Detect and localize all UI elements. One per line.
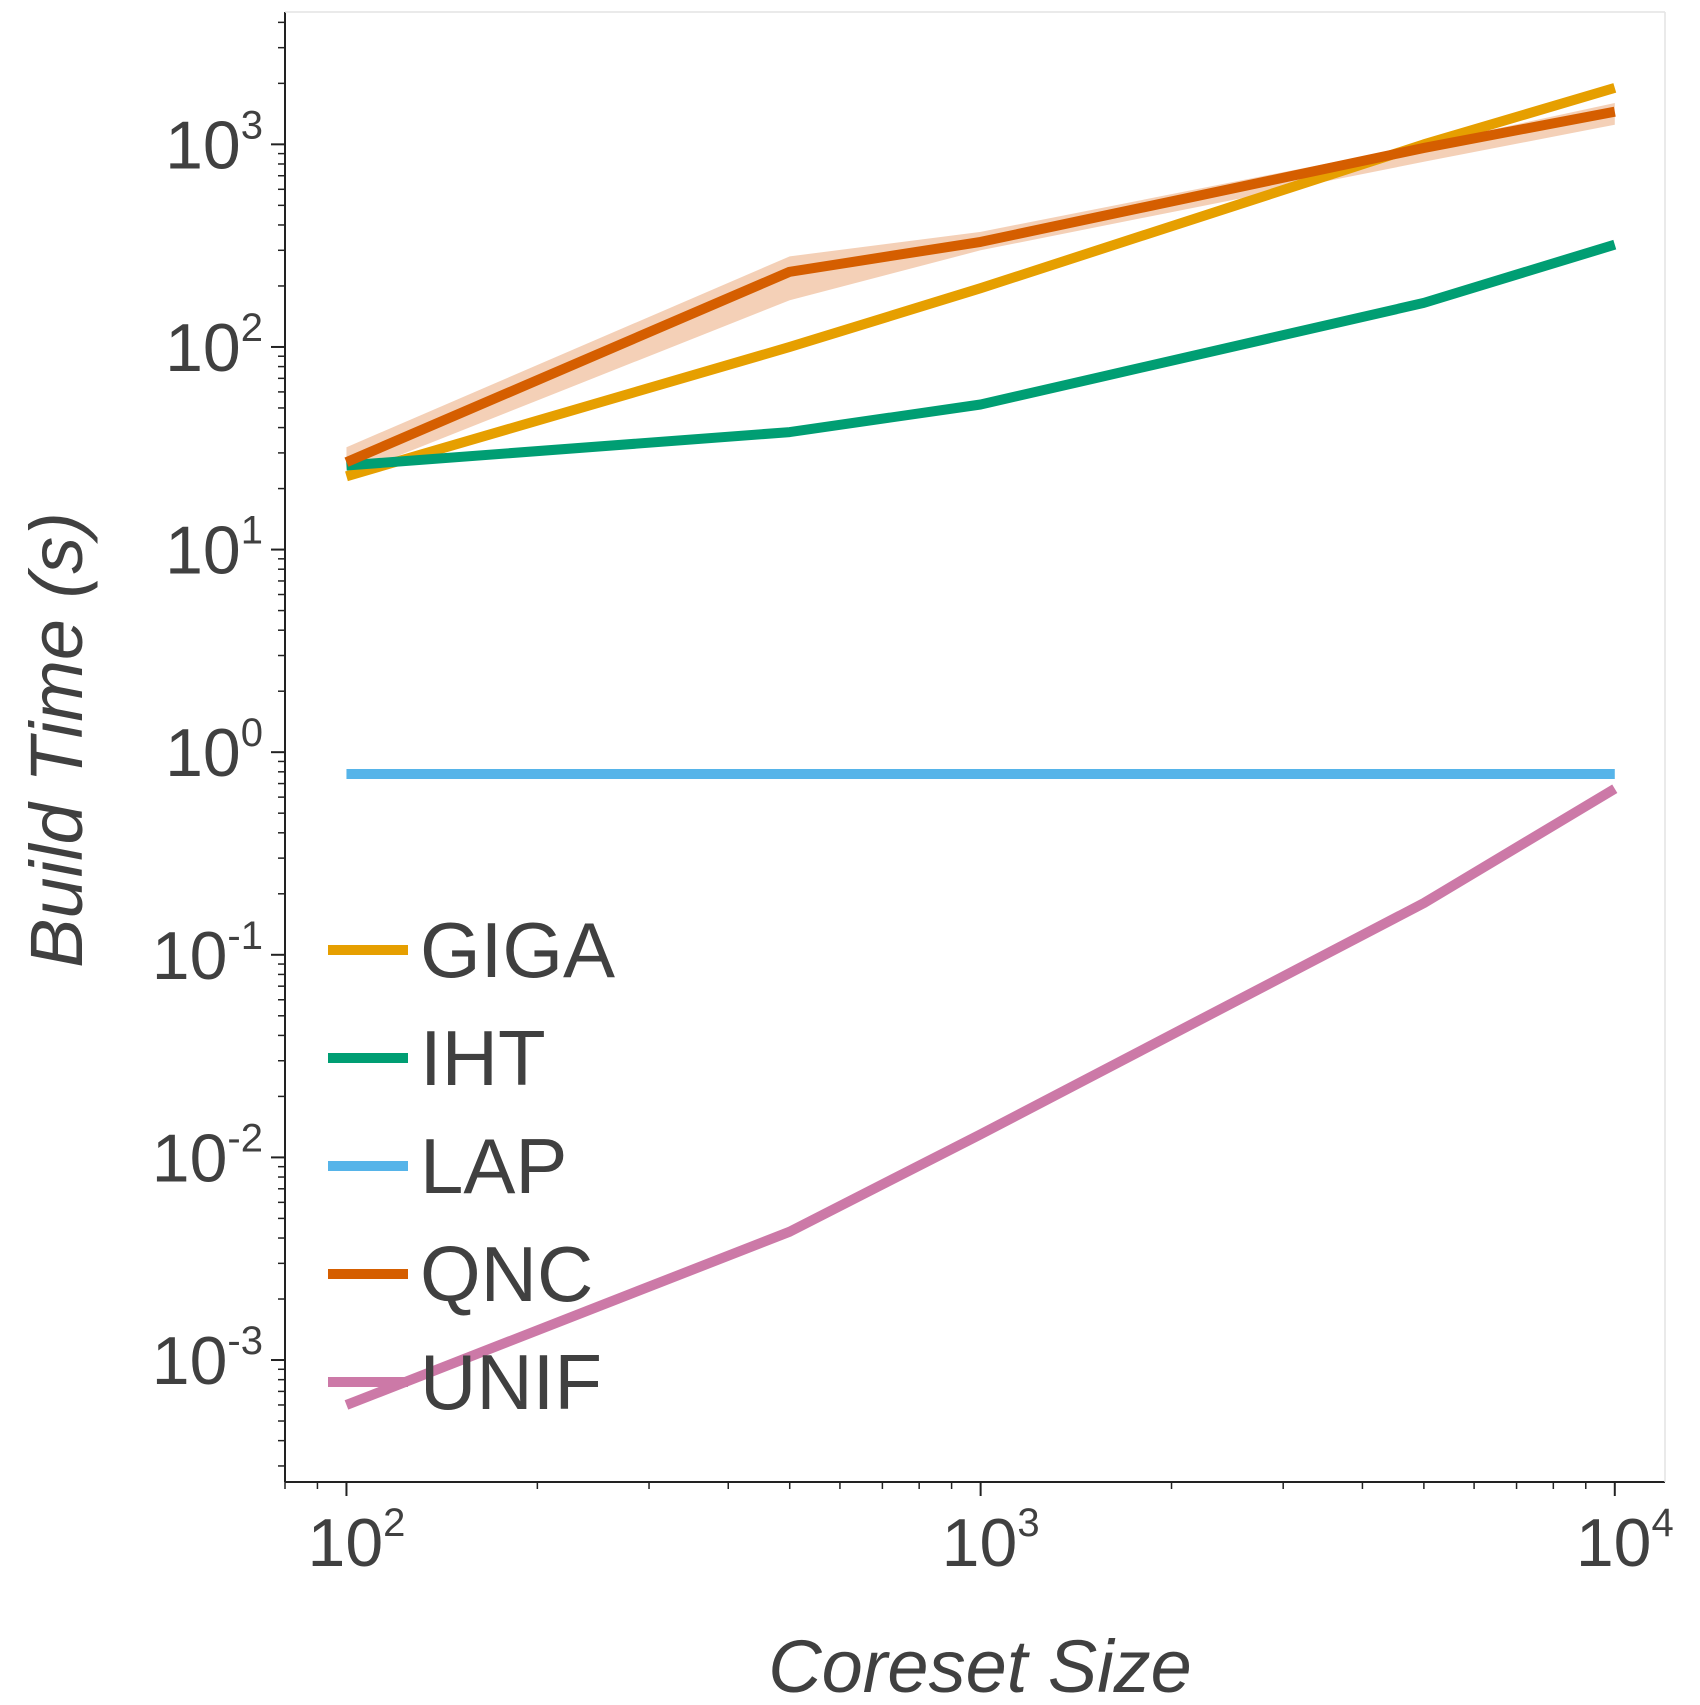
y-tick-exponent: -1 [227,914,263,958]
y-tick-exponent: -3 [227,1319,263,1363]
x-axis-title: Coreset Size [768,1625,1192,1700]
series-layer [344,83,1618,1410]
series-line-giga [345,83,1617,482]
axes-layer [284,11,1666,1483]
legend-label-giga: GIGA [420,906,615,994]
legend-label-unif: UNIF [420,1338,602,1426]
series-line-unif [344,784,1618,1410]
legend-label-iht: IHT [420,1014,546,1102]
x-tick-exponent: 4 [1651,1501,1673,1545]
legend-label-lap: LAP [420,1122,567,1210]
y-tick-exponent: 0 [241,711,263,755]
y-tick-exponent: 3 [241,103,263,147]
y-tick-exponent: 2 [241,306,263,350]
legend-label-qnc: QNC [420,1230,593,1318]
y-tick-exponent: -2 [227,1116,263,1160]
series-line-iht [346,239,1617,471]
legend: GIGA IHT LAP QNC UNIF [328,906,615,1426]
y-axis-title: Build Time (s) [15,512,98,968]
ticks-layer [271,21,1616,1496]
y-tick-exponent: 1 [241,509,263,553]
x-tick-exponent: 2 [383,1501,405,1545]
series-line-qnc [344,106,1616,467]
x-tick-exponent: 3 [1017,1501,1039,1545]
